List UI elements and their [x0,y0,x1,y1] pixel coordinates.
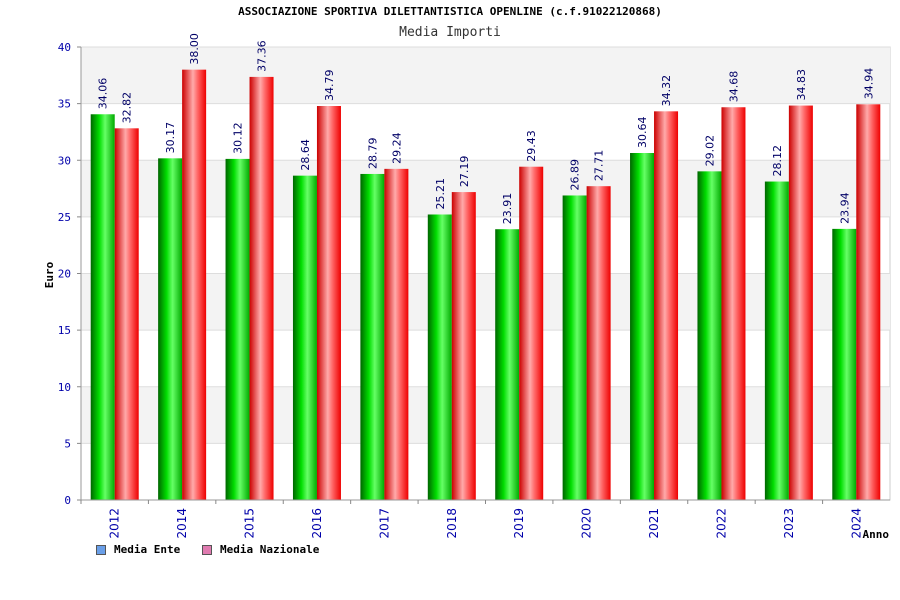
y-tick-label: 25 [58,211,71,224]
y-axis-label: Euro [43,261,56,288]
x-tick-label: 2016 [310,508,324,539]
bar-label-media-nazionale: 34.79 [323,70,336,102]
bar-label-media-nazionale: 34.32 [660,75,673,107]
y-tick-label: 10 [58,381,71,394]
bar-media-ente [495,229,520,501]
legend-label-media-ente: Media Ente [114,543,181,556]
y-tick-label: 20 [58,268,71,281]
bar-label-media-ente: 23.94 [838,192,851,224]
y-tick-label: 40 [58,41,71,54]
grid-band [81,160,890,217]
y-tick-label: 15 [58,324,71,337]
bar-media-ente [225,158,250,501]
bar-media-ente [158,158,183,500]
bar-media-nazionale [586,186,611,500]
grid-band [81,386,890,444]
bar-label-media-ente: 30.17 [164,122,177,154]
x-axis: 2012 2014 2015 2016 2017 2018 2019 2020 2021 2022… [80,499,890,539]
bar-media-nazionale [519,166,544,500]
bar-label-media-ente: 26.89 [569,159,582,191]
bar-media-ente [90,114,115,500]
bar-media-nazionale [654,111,679,501]
bar-media-ente [427,214,452,500]
x-tick-label: 2018 [445,508,459,539]
bar-value-labels: 34.06 32.82 30.17 38.00 30.12 37.36 28.64 34.79… [97,33,876,224]
bar-media-ente [630,153,655,500]
bar-label-media-ente: 23.91 [501,193,514,225]
bar-label-media-nazionale: 38.00 [188,33,201,65]
grid-band [81,273,890,331]
bar-media-ente [697,171,722,500]
bar-label-media-nazionale: 29.24 [390,132,403,164]
bar-label-media-nazionale: 29.43 [525,130,538,162]
bar-media-nazionale [788,105,813,501]
grid-bands [80,46,891,501]
bar-media-nazionale [384,168,409,500]
bar-label-media-ente: 28.79 [366,137,379,169]
x-tick-label: 2012 [108,508,122,539]
x-tick-label: 2015 [243,508,257,539]
legend-swatch-media-nazionale [202,544,212,555]
bar-media-nazionale [451,192,476,501]
x-axis-label: Anno [863,528,890,541]
bar-label-media-nazionale: 32.82 [121,92,134,124]
bar-label-media-ente: 30.12 [232,122,245,154]
bar-label-media-nazionale: 27.19 [458,156,471,188]
x-tick-label: 2023 [782,508,796,539]
bar-media-ente [360,173,385,500]
x-tick-label: 2022 [714,508,728,539]
x-tick-label: 2014 [175,508,189,539]
bar-media-ente [562,195,587,500]
legend-item-media-nazionale: Media Nazionale [202,543,319,556]
chart-title: ASSOCIAZIONE SPORTIVA DILETTANTISTICA OP… [238,5,662,18]
bar-media-ente [832,228,857,500]
bar-label-media-nazionale: 34.94 [862,68,875,100]
y-axis: 0 5 10 15 20 25 30 35 40 [58,41,82,507]
bar-label-media-nazionale: 27.71 [593,150,606,182]
bar-media-nazionale [182,69,207,501]
x-tick-label: 2020 [580,508,594,539]
bar-label-media-ente: 28.12 [771,145,784,177]
legend-swatch-media-ente [96,544,106,555]
x-tick-label: 2017 [377,508,391,539]
grid-band [81,47,890,104]
bar-label-media-nazionale: 34.83 [795,69,808,101]
y-tick-label: 30 [58,154,71,167]
x-tick-label: 2019 [512,508,526,539]
chart-subtitle: Media Importi [399,25,501,40]
bar-media-ente [292,175,317,501]
bar-label-media-ente: 28.64 [299,139,312,171]
bar-media-nazionale [114,128,139,500]
x-tick-label: 2021 [647,508,661,539]
bar-media-nazionale [249,76,274,500]
bars [90,69,881,501]
bar-label-media-ente: 29.02 [703,135,716,167]
bar-media-nazionale [856,104,881,500]
y-tick-label: 5 [64,437,71,450]
y-tick-label: 0 [64,494,71,507]
legend-label-media-nazionale: Media Nazionale [220,543,320,556]
bar-media-ente [764,181,789,500]
bar-label-media-ente: 34.06 [97,78,110,110]
bar-label-media-nazionale: 34.68 [727,71,740,103]
y-tick-label: 35 [58,98,71,111]
bar-media-nazionale [316,106,341,501]
bar-label-media-ente: 25.21 [434,178,447,210]
bar-label-media-nazionale: 37.36 [256,40,269,72]
legend-item-media-ente: Media Ente [96,543,180,556]
bar-media-nazionale [721,107,746,501]
x-tick-label: 2024 [849,508,863,539]
bar-label-media-ente: 30.64 [636,117,649,149]
